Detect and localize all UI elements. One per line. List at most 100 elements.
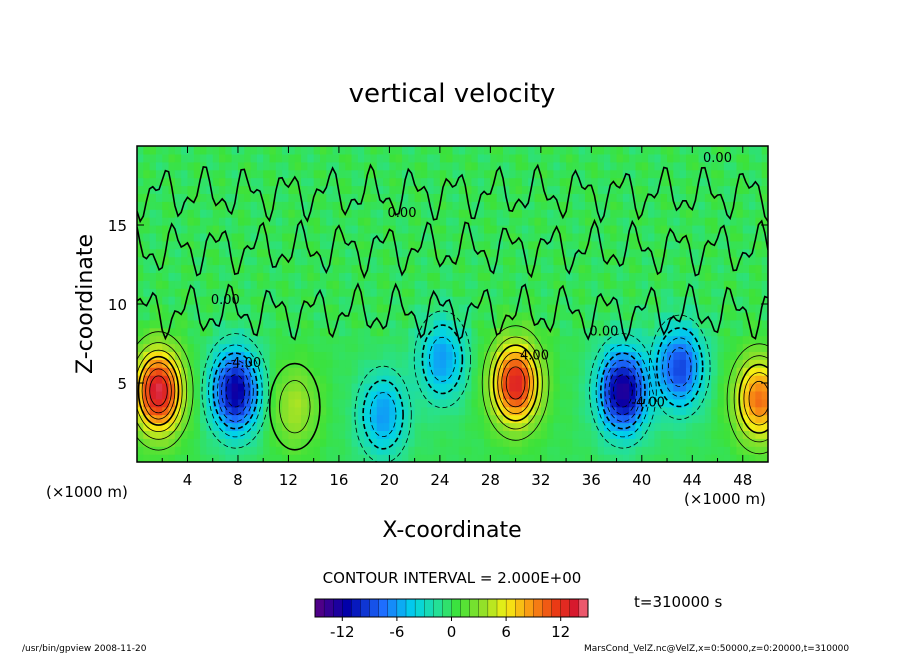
field-cell: [742, 351, 750, 360]
field-cell: [370, 438, 378, 447]
field-cell: [622, 256, 630, 266]
field-cell: [345, 169, 353, 179]
field-cell: [231, 240, 239, 250]
field-cell: [326, 225, 334, 234]
field-cell: [471, 153, 479, 163]
field-cell: [509, 398, 517, 408]
field-cell: [433, 406, 441, 416]
field-cell: [736, 351, 744, 360]
field-cell: [420, 288, 428, 297]
field-cell: [629, 304, 637, 313]
field-cell: [591, 390, 599, 400]
field-cell: [755, 311, 763, 321]
field-cell: [559, 430, 567, 439]
field-cell: [174, 153, 182, 163]
x-tick-label: 44: [683, 471, 702, 489]
field-cell: [730, 430, 738, 439]
colorbar-cells: [314, 598, 589, 618]
field-cell: [231, 161, 239, 171]
field-cell: [288, 343, 296, 352]
field-cell: [723, 406, 731, 416]
field-cell: [660, 146, 668, 155]
field-cell: [711, 217, 719, 226]
field-cell: [326, 335, 334, 345]
field-cell: [711, 225, 719, 234]
field-cell: [370, 193, 378, 202]
field-cell: [736, 288, 744, 297]
field-cell: [402, 296, 409, 305]
field-cell: [515, 177, 523, 187]
field-cell: [509, 327, 517, 337]
field-cell: [635, 209, 643, 218]
chart-title: vertical velocity: [349, 79, 556, 109]
field-cell: [137, 406, 144, 416]
field-cell: [420, 430, 428, 439]
field-cell: [465, 248, 473, 258]
field-cell: [446, 217, 454, 226]
field-cell: [427, 319, 435, 329]
field-cell: [370, 367, 378, 376]
field-cell: [275, 390, 283, 400]
field-cell: [174, 185, 182, 194]
field-cell: [477, 201, 485, 210]
field-cell: [610, 406, 618, 416]
field-cell: [364, 280, 372, 289]
field-cell: [162, 169, 170, 179]
field-cell: [471, 398, 479, 408]
field-cell: [402, 304, 409, 313]
field-cell: [654, 390, 662, 400]
x-tick-label: 24: [430, 471, 449, 489]
field-cell: [484, 185, 491, 194]
field-cell: [540, 264, 548, 273]
field-cell: [408, 288, 416, 297]
field-cell: [585, 288, 592, 297]
field-cell: [414, 201, 422, 210]
field-cell: [206, 390, 214, 400]
field-cell: [471, 446, 479, 455]
field-cell: [679, 327, 687, 337]
field-cell: [402, 446, 409, 455]
field-cell: [187, 311, 195, 321]
field-cell: [704, 430, 712, 439]
field-cell: [294, 414, 302, 424]
field-cell: [502, 327, 510, 337]
field-cell: [294, 311, 302, 321]
field-cell: [692, 256, 700, 266]
field-cell: [685, 311, 693, 321]
field-cell: [761, 256, 768, 266]
field-cell: [212, 209, 220, 218]
field-cell: [307, 430, 315, 439]
field-cell: [181, 343, 189, 352]
field-cell: [591, 311, 599, 321]
field-cell: [534, 367, 542, 376]
field-cell: [319, 383, 327, 392]
field-cell: [591, 264, 599, 273]
field-cell: [673, 146, 681, 155]
field-cell: [269, 359, 277, 368]
field-cell: [622, 304, 630, 313]
field-cell: [540, 288, 548, 297]
field-cell: [673, 169, 681, 179]
field-cell: [521, 248, 529, 258]
field-cell: [237, 438, 245, 447]
field-cell: [717, 217, 725, 226]
field-cell: [162, 414, 170, 424]
field-cell: [717, 146, 725, 155]
contour-zero: [137, 282, 768, 342]
field-cell: [269, 256, 277, 266]
field-cell: [319, 304, 327, 313]
field-cell: [723, 256, 731, 266]
field-cell: [679, 414, 687, 424]
field-cell: [288, 146, 296, 155]
contour-negative: [668, 347, 692, 388]
field-cell: [585, 398, 592, 408]
field-cell: [200, 398, 208, 408]
field-cell: [206, 185, 214, 194]
field-cell: [395, 264, 403, 273]
field-cell: [402, 343, 409, 352]
field-cell: [717, 304, 725, 313]
field-cell: [616, 446, 624, 455]
field-cell: [376, 193, 384, 202]
field-cell: [420, 169, 428, 179]
field-cell: [591, 319, 599, 329]
